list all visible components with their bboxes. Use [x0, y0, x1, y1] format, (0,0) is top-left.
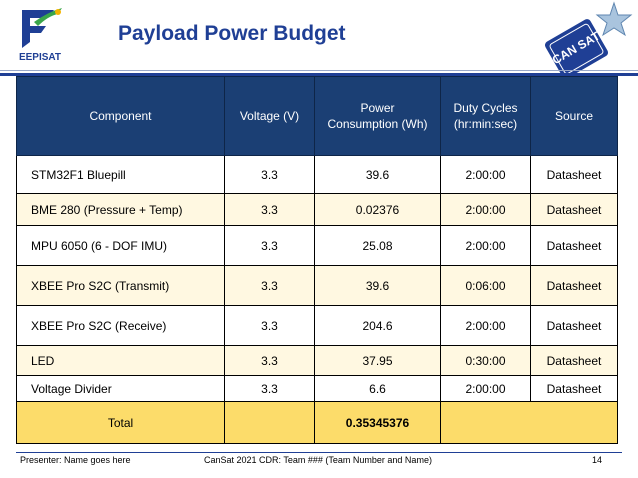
header-rule-thin	[0, 70, 638, 71]
cell-component: Voltage Divider	[16, 375, 225, 402]
page-title: Payload Power Budget	[118, 22, 346, 45]
cell-source: Datasheet	[530, 305, 618, 346]
header-voltage: Voltage (V)	[224, 76, 315, 156]
header-source: Source	[530, 76, 618, 156]
header-power-label: Power Consumption (Wh)	[327, 101, 428, 131]
cell-power: 0.02376	[314, 193, 441, 226]
logo-left-text: EEPISAT	[19, 52, 61, 63]
cell-source: Datasheet	[530, 155, 618, 194]
eepisat-logo: EEPISAT	[8, 4, 72, 66]
table-row: STM32F1 Bluepill 3.3 39.6 2:00:00 Datash…	[16, 155, 618, 194]
cell-power: 37.95	[314, 345, 441, 376]
total-empty-cell	[440, 401, 618, 444]
footer-rule	[16, 452, 622, 453]
cell-source: Datasheet	[530, 265, 618, 306]
cell-component: MPU 6050 (6 - DOF IMU)	[16, 225, 225, 266]
cell-component: BME 280 (Pressure + Temp)	[16, 193, 225, 226]
table-row: XBEE Pro S2C (Receive) 3.3 204.6 2:00:00…	[16, 305, 618, 346]
cell-component: STM32F1 Bluepill	[16, 155, 225, 194]
cell-power: 25.08	[314, 225, 441, 266]
cell-voltage: 3.3	[224, 225, 315, 266]
footer-center: CanSat 2021 CDR: Team ### (Team Number a…	[204, 455, 432, 465]
cell-component: XBEE Pro S2C (Transmit)	[16, 265, 225, 306]
cell-duty: 2:00:00	[440, 155, 531, 194]
cell-component: XBEE Pro S2C (Receive)	[16, 305, 225, 346]
cell-power: 6.6	[314, 375, 441, 402]
header-rule-thick	[0, 73, 638, 76]
cell-duty: 2:00:00	[440, 375, 531, 402]
total-row: Total 0.35345376	[16, 401, 618, 444]
power-budget-table: Component Voltage (V) Power Consumption (…	[16, 76, 618, 444]
cell-duty: 2:00:00	[440, 305, 531, 346]
total-label: Total	[16, 401, 225, 444]
table-header-row: Component Voltage (V) Power Consumption (…	[16, 76, 618, 156]
cell-source: Datasheet	[530, 225, 618, 266]
table-row: XBEE Pro S2C (Transmit) 3.3 39.6 0:06:00…	[16, 265, 618, 306]
table-row: LED 3.3 37.95 0:30:00 Datasheet	[16, 345, 618, 376]
cell-duty: 0:30:00	[440, 345, 531, 376]
header-duty-label: Duty Cycles (hr:min:sec)	[453, 101, 518, 131]
cell-duty: 2:00:00	[440, 225, 531, 266]
cell-voltage: 3.3	[224, 345, 315, 376]
page-number: 14	[592, 455, 603, 465]
cansat-logo: CAN SAT	[540, 0, 638, 82]
cell-power: 39.6	[314, 265, 441, 306]
total-empty-cell	[224, 401, 315, 444]
table-row: MPU 6050 (6 - DOF IMU) 3.3 25.08 2:00:00…	[16, 225, 618, 266]
cell-duty: 2:00:00	[440, 193, 531, 226]
footer-presenter: Presenter: Name goes here	[20, 455, 131, 465]
cell-voltage: 3.3	[224, 375, 315, 402]
cell-voltage: 3.3	[224, 155, 315, 194]
cell-power: 39.6	[314, 155, 441, 194]
header-component: Component	[16, 76, 225, 156]
cell-voltage: 3.3	[224, 193, 315, 226]
header-power: Power Consumption (Wh)	[314, 76, 441, 156]
table-row: Voltage Divider 3.3 6.6 2:00:00 Datashee…	[16, 375, 618, 402]
cell-power: 204.6	[314, 305, 441, 346]
cell-source: Datasheet	[530, 345, 618, 376]
table-row: BME 280 (Pressure + Temp) 3.3 0.02376 2:…	[16, 193, 618, 226]
cell-source: Datasheet	[530, 193, 618, 226]
cell-voltage: 3.3	[224, 265, 315, 306]
total-value: 0.35345376	[314, 401, 441, 444]
cell-component: LED	[16, 345, 225, 376]
cell-duty: 0:06:00	[440, 265, 531, 306]
cell-source: Datasheet	[530, 375, 618, 402]
cell-voltage: 3.3	[224, 305, 315, 346]
header-duty-cycles: Duty Cycles (hr:min:sec)	[440, 76, 531, 156]
